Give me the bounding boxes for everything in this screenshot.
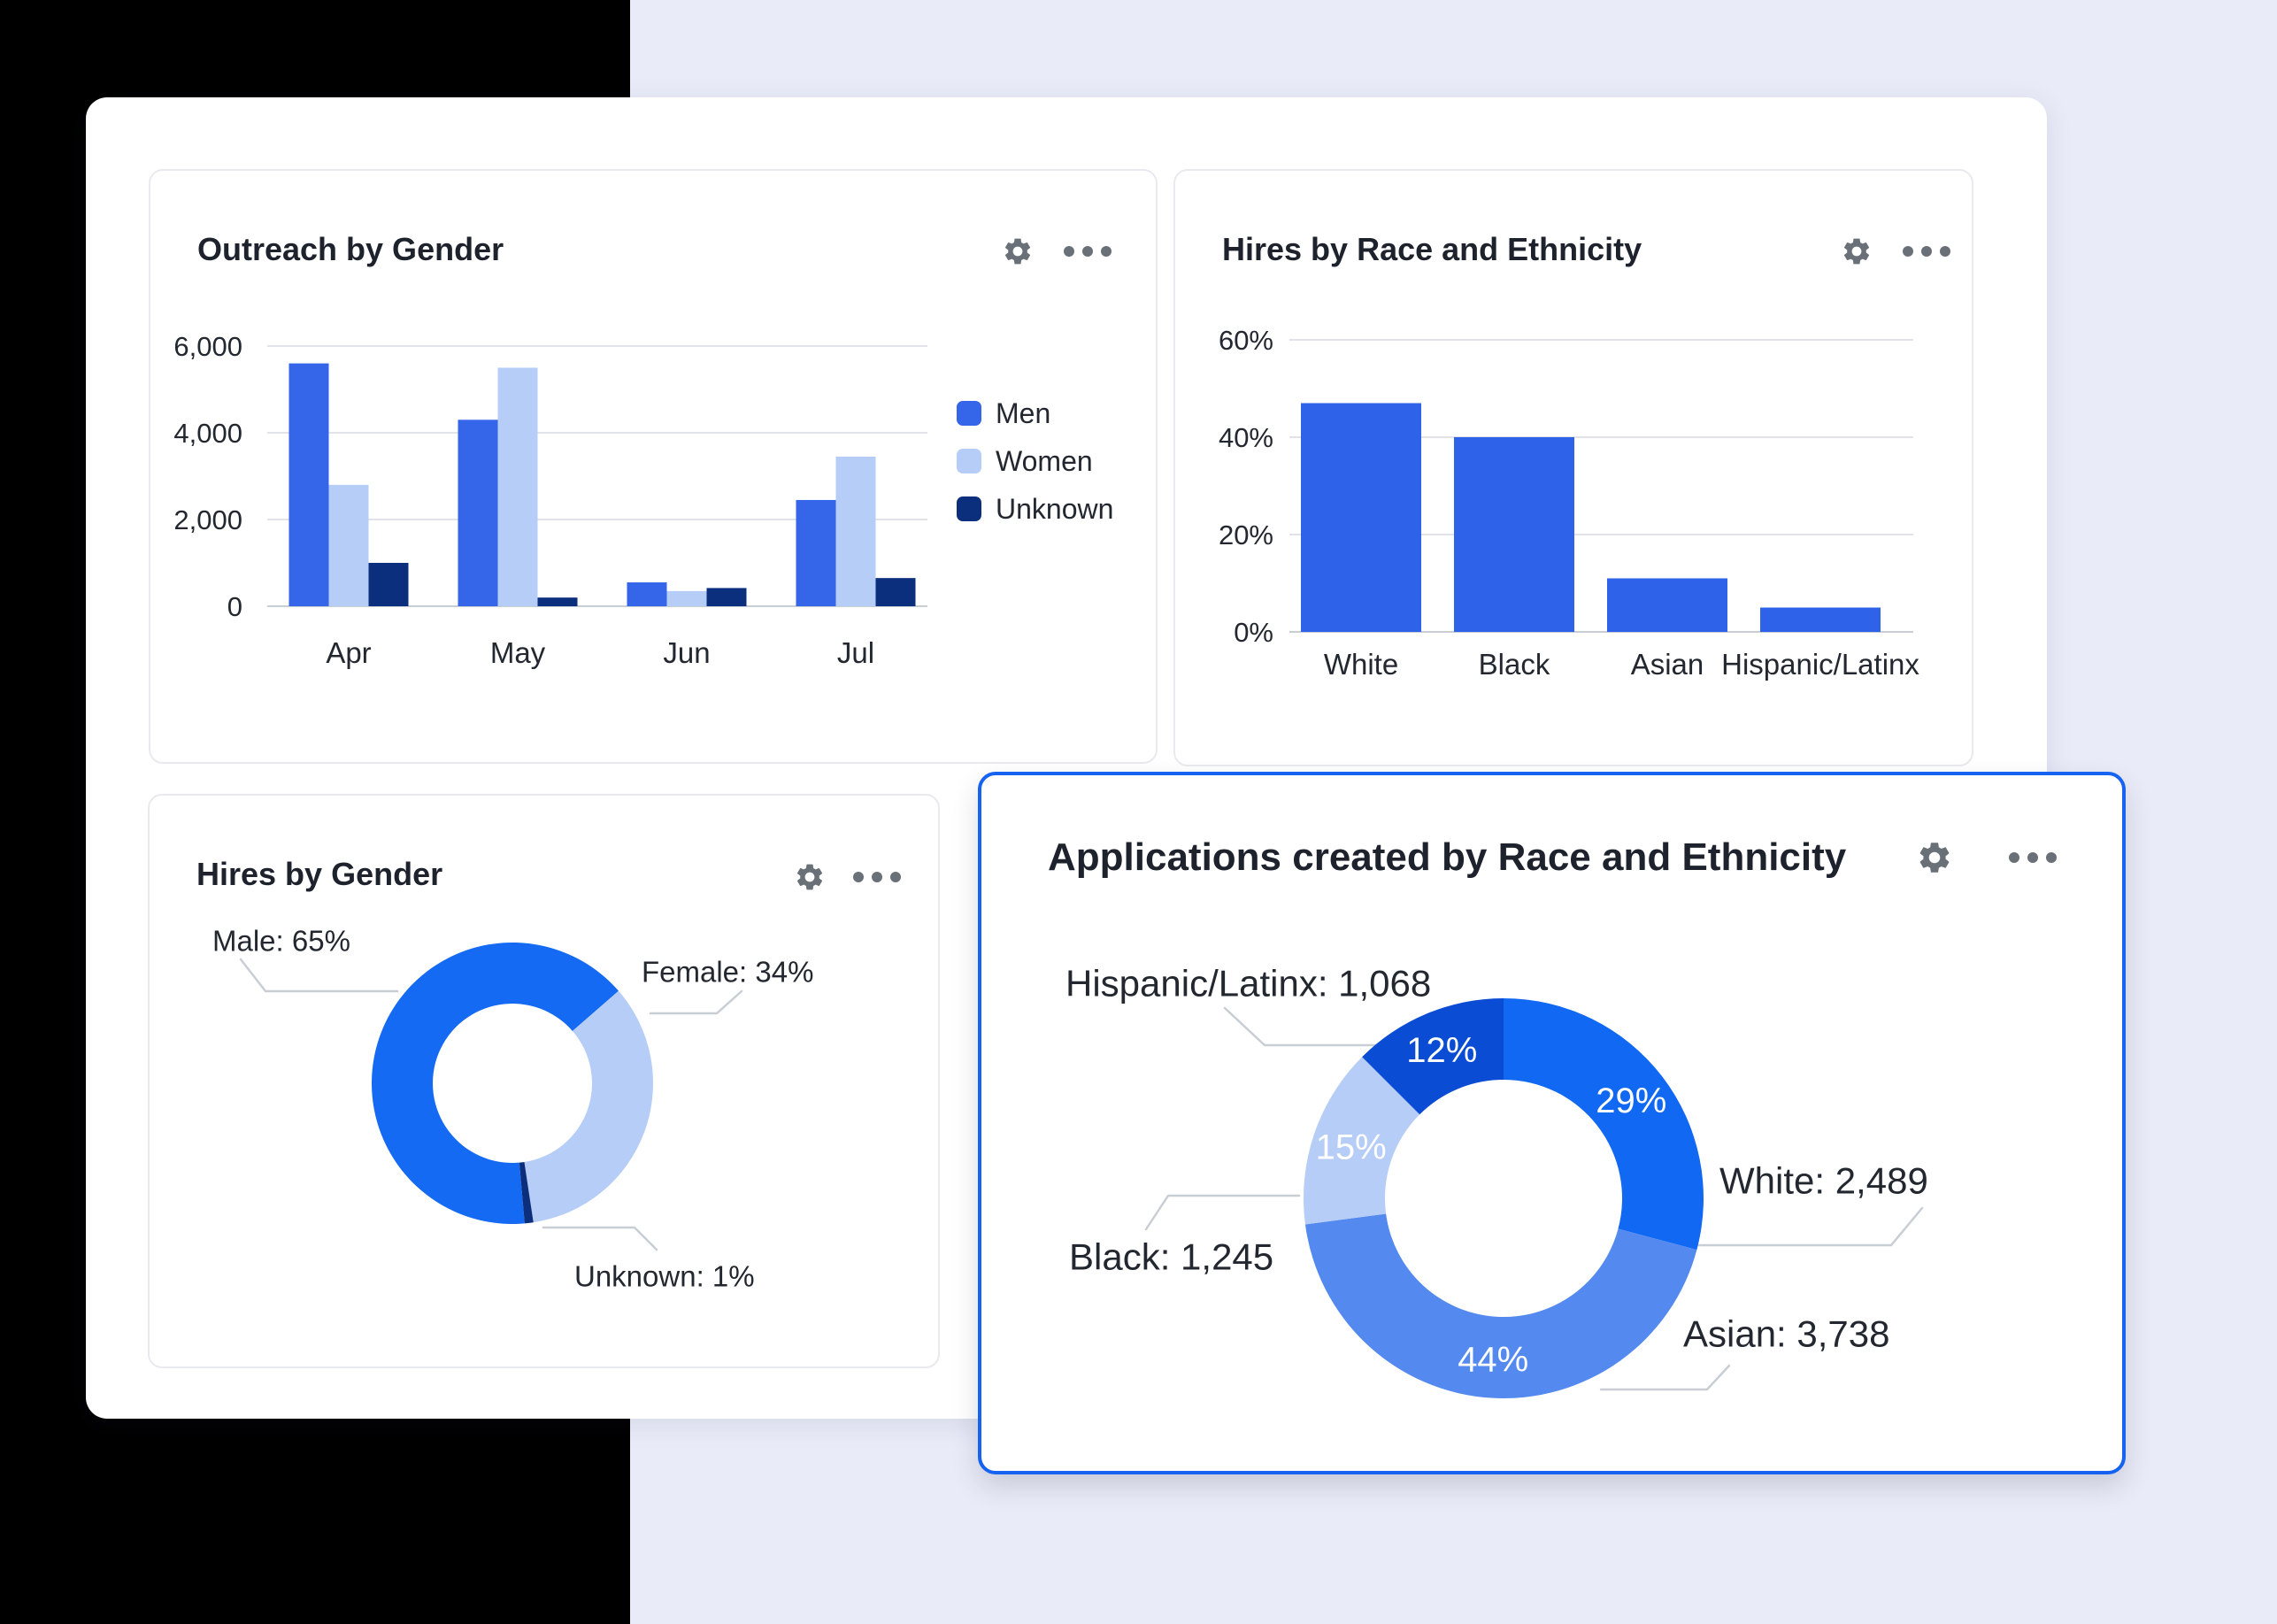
legend-item-women[interactable]: Women bbox=[957, 445, 1113, 477]
leader-line bbox=[1599, 1364, 1731, 1391]
x-axis-label: White bbox=[1324, 648, 1398, 681]
slice-male[interactable] bbox=[371, 943, 619, 1224]
settings-gear-icon[interactable] bbox=[1916, 839, 1953, 876]
bar-men-jul[interactable] bbox=[796, 499, 836, 606]
more-options-icon[interactable] bbox=[1903, 246, 1950, 257]
bar-women-apr[interactable] bbox=[328, 484, 369, 606]
card-title: Applications created by Race and Ethnici… bbox=[1048, 835, 1847, 879]
slice-black[interactable] bbox=[1304, 1057, 1420, 1225]
slice-percent-label: 29% bbox=[1596, 1081, 1666, 1120]
bar-unknown-jun[interactable] bbox=[706, 588, 747, 606]
legend-item-unknown[interactable]: Unknown bbox=[957, 493, 1114, 525]
bar-white[interactable] bbox=[1301, 403, 1421, 633]
legend-item-men[interactable]: Men bbox=[957, 397, 1113, 429]
x-axis-label: Apr bbox=[326, 636, 371, 669]
y-axis-tick: 60% bbox=[1219, 325, 1273, 356]
legend-label: Unknown bbox=[996, 493, 1114, 525]
x-axis-label: Asian bbox=[1631, 648, 1704, 681]
bar-women-jun[interactable] bbox=[666, 590, 707, 606]
card-title: Hires by Race and Ethnicity bbox=[1222, 231, 1642, 267]
hires-by-gender-donut: Male: 65% Female: 34% Unknown: 1% bbox=[212, 925, 813, 1293]
slice-white[interactable] bbox=[1504, 998, 1704, 1251]
x-axis-label: Jul bbox=[837, 636, 874, 669]
x-axis-label: Black bbox=[1479, 648, 1550, 681]
leader-line bbox=[649, 989, 743, 1015]
more-options-icon[interactable] bbox=[853, 872, 901, 882]
legend-swatch bbox=[957, 449, 981, 473]
chart-legend: Men Women Unknown bbox=[957, 397, 1114, 525]
legend-label: Men bbox=[996, 397, 1051, 429]
card-applications-by-race-ethnicity-selected[interactable]: 29% White: 2,489 44% Asian: 3,738 15% Black: … bbox=[978, 772, 2126, 1474]
leader-line bbox=[239, 958, 399, 993]
legend-label: Women bbox=[996, 445, 1093, 477]
leader-line bbox=[542, 1226, 658, 1251]
bar-unknown-jul[interactable] bbox=[875, 578, 916, 606]
slice-hispanic-latinx[interactable] bbox=[1362, 998, 1504, 1115]
leader-line bbox=[1144, 1194, 1301, 1231]
card-title: Outreach by Gender bbox=[197, 231, 504, 267]
slice-callout-label: White: 2,489 bbox=[1719, 1160, 1928, 1202]
slice-callout-label: Male: 65% bbox=[212, 925, 350, 958]
hires-by-race-chart: 0% 20% 40% 60% White Black Asian Hispanic/Latin… bbox=[1219, 325, 1919, 681]
bar-asian[interactable] bbox=[1607, 578, 1727, 633]
bar-men-may[interactable] bbox=[458, 419, 498, 606]
y-axis-tick: 2,000 bbox=[173, 504, 242, 535]
slice-female[interactable] bbox=[524, 990, 653, 1223]
x-axis-label: Hispanic/Latinx bbox=[1721, 648, 1919, 681]
slice-callout-label: Female: 34% bbox=[642, 956, 813, 989]
card-outreach-by-gender[interactable]: 0 2,000 4,000 6,000 Apr May Jun Jul Outreach by… bbox=[149, 169, 1158, 764]
bar-men-apr[interactable] bbox=[288, 363, 329, 606]
leader-line bbox=[1223, 1006, 1377, 1047]
slice-percent-label: 12% bbox=[1406, 1031, 1477, 1070]
y-axis-tick: 6,000 bbox=[173, 331, 242, 362]
leader-line bbox=[1696, 1206, 1924, 1247]
more-options-icon[interactable] bbox=[1064, 246, 1112, 257]
bar-unknown-apr[interactable] bbox=[368, 563, 409, 606]
slice-percent-label: 15% bbox=[1316, 1128, 1387, 1167]
y-axis-tick: 20% bbox=[1219, 520, 1273, 550]
bar-unknown-may[interactable] bbox=[537, 597, 578, 606]
more-options-icon[interactable] bbox=[2009, 852, 2057, 863]
settings-gear-icon[interactable] bbox=[1002, 235, 1034, 267]
slice-callout-label: Hispanic/Latinx: 1,068 bbox=[1065, 963, 1431, 1004]
y-axis-tick: 0% bbox=[1234, 617, 1273, 648]
applications-by-race-donut: 29% White: 2,489 44% Asian: 3,738 15% Black: … bbox=[1065, 963, 1928, 1398]
slice-callout-label: Unknown: 1% bbox=[574, 1260, 755, 1293]
slice-callout-label: Asian: 3,738 bbox=[1683, 1313, 1890, 1355]
bar-women-jul[interactable] bbox=[835, 456, 876, 606]
settings-gear-icon[interactable] bbox=[1841, 235, 1873, 267]
y-axis-tick: 4,000 bbox=[173, 418, 242, 449]
bar-black[interactable] bbox=[1454, 437, 1574, 632]
slice-asian[interactable] bbox=[1304, 1213, 1697, 1398]
bar-hispanic/latinx[interactable] bbox=[1760, 607, 1881, 633]
bar-men-jun[interactable] bbox=[627, 582, 667, 606]
card-title: Hires by Gender bbox=[196, 856, 443, 892]
bar-women-may[interactable] bbox=[497, 367, 538, 607]
card-hires-by-race-ethnicity[interactable]: 0% 20% 40% 60% White Black Asian Hispanic/Latin… bbox=[1173, 169, 1973, 766]
slice-unknown[interactable] bbox=[519, 1161, 534, 1224]
outreach-by-gender-chart: 0 2,000 4,000 6,000 Apr May Jun Jul bbox=[173, 331, 927, 669]
y-axis-tick: 40% bbox=[1219, 422, 1273, 453]
slice-percent-label: 44% bbox=[1458, 1341, 1528, 1380]
settings-gear-icon[interactable] bbox=[794, 861, 826, 893]
y-axis-tick: 0 bbox=[227, 591, 242, 622]
x-axis-label: May bbox=[490, 636, 546, 669]
slice-callout-label: Black: 1,245 bbox=[1069, 1236, 1273, 1278]
legend-swatch bbox=[957, 496, 981, 521]
x-axis-label: Jun bbox=[663, 636, 710, 669]
legend-swatch bbox=[957, 401, 981, 426]
card-hires-by-gender[interactable]: Male: 65% Female: 34% Unknown: 1% Hires by… bbox=[148, 794, 940, 1368]
